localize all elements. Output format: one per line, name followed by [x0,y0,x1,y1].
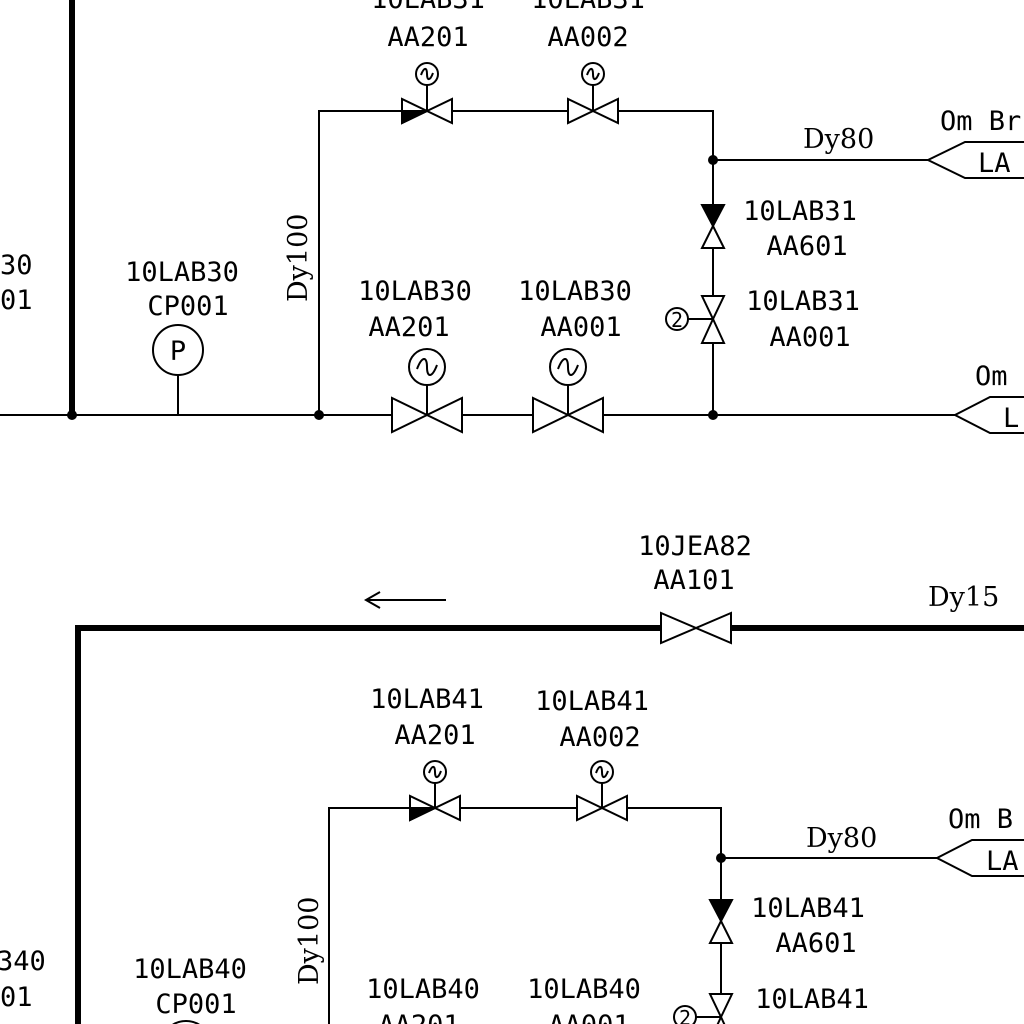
top-valve2-code: AA002 [547,22,628,53]
bypass-pipe [318,110,402,415]
lower-outlet-box: L [1003,403,1019,434]
bottom-valve2-code: AA001 [540,312,621,343]
top-valve1-tag: 10LAB41 [370,684,484,715]
check-valve-icon [708,899,734,944]
upper-section: 30 01 P 10LAB30 CP001 Dy100 Dy80 10LAB31… [0,0,1024,434]
top-valve1-tag: 10LAB31 [371,0,485,15]
motor-symbol: 2 [679,1006,691,1024]
main-header-pipe [75,625,661,1024]
bottom-valve2-code: AA001 [548,1010,629,1024]
motor-symbol: 2 [671,308,683,332]
check-valve-code: AA601 [775,928,856,959]
outlet-box: LA [978,148,1011,179]
motor-valve-icon [576,760,628,822]
middle-valve-code: AA101 [653,565,734,596]
middle-line-size: Dy15 [928,582,999,613]
bottom-valve1-code: AA201 [368,312,449,343]
bypass-pipe [328,807,410,1024]
cp-tag: 10LAB40 [133,954,247,985]
left-tag-bottom: 01 [0,285,33,316]
pressure-instrument-icon [172,1020,200,1024]
top-valve1-code: AA201 [394,720,475,751]
middle-section: 10JEA82 AA101 Dy15 [75,531,1024,1024]
cp-tag: 10LAB30 [125,257,239,288]
offpage-connector-icon [925,141,1024,179]
flow-arrow-icon [363,591,446,609]
bypass-size: Dy100 [294,897,325,985]
side-valve-tag: 10LAB31 [746,286,860,317]
instrument-letter: P [170,336,186,367]
outlet-label: Om Br [940,106,1021,137]
motor-valve-icon [665,295,726,344]
offpage-connector-icon [934,839,1024,877]
outlet-size: Dy80 [803,124,874,155]
outlet-box: LA [986,846,1019,877]
middle-valve-tag: 10JEA82 [638,531,752,562]
bottom-valve1-tag: 10LAB40 [366,974,480,1005]
lower-outlet-label: Om [975,361,1008,392]
motor-valve-icon [532,348,604,434]
outlet-size: Dy80 [806,823,877,854]
top-valve2-tag: 10LAB31 [531,0,645,15]
offpage-connector-icon [952,396,1024,434]
left-tag-top: 340 [0,946,46,977]
top-valve2-tag: 10LAB41 [535,686,649,717]
motor-valve-icon [409,760,461,822]
junction-node [67,410,77,420]
pressure-instrument-icon [152,324,204,376]
gate-valve-icon [660,611,732,645]
cp-code: CP001 [147,291,228,322]
lower-section: 340 01 10LAB40 CP001 Dy100 Dy80 10LAB41 … [0,684,1024,1024]
side-valve-code: AA001 [769,322,850,353]
motor-valve-icon [391,348,463,434]
left-tag-bottom: 01 [0,982,33,1013]
side-valve-tag: 10LAB41 [755,984,869,1015]
bottom-valve2-tag: 10LAB40 [527,974,641,1005]
check-valve-tag: 10LAB41 [751,893,865,924]
motor-valve-icon [401,62,453,125]
left-tag-top: 30 [0,250,33,281]
top-valve2-code: AA002 [559,722,640,753]
cp-code: CP001 [155,989,236,1020]
bottom-valve1-tag: 10LAB30 [358,276,472,307]
bypass-size: Dy100 [283,214,314,302]
check-valve-tag: 10LAB31 [743,196,857,227]
check-valve-code: AA601 [766,231,847,262]
outlet-label: Om B [948,804,1013,835]
motor-valve-icon [673,993,734,1024]
motor-valve-icon [567,62,619,125]
bottom-valve1-code: AA201 [378,1010,459,1024]
top-valve1-code: AA201 [387,22,468,53]
bottom-valve2-tag: 10LAB30 [518,276,632,307]
check-valve-icon [700,204,726,249]
